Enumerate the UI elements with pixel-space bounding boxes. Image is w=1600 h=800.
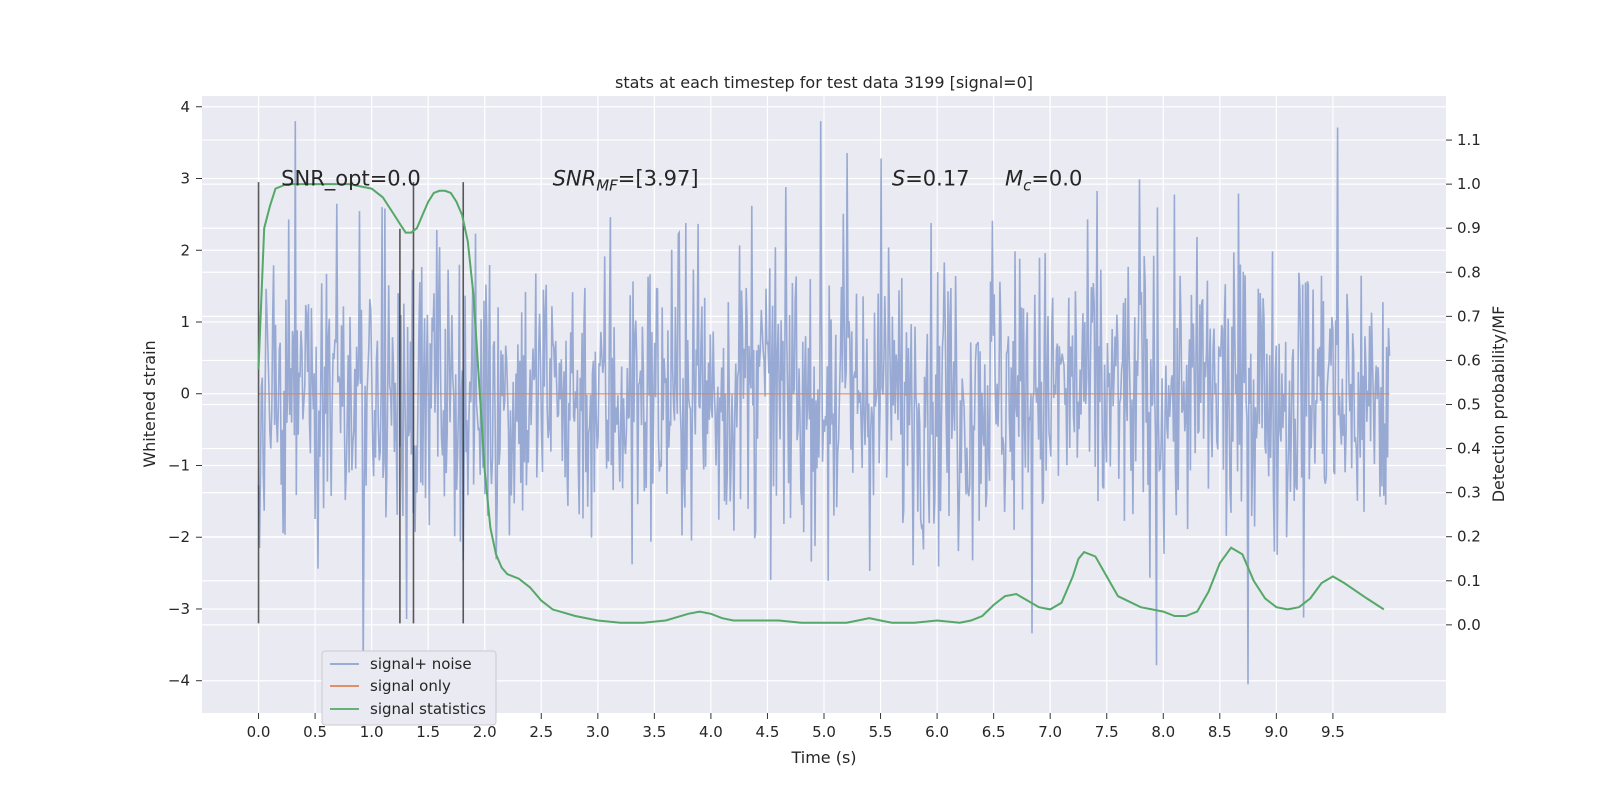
legend-label-stats: signal statistics xyxy=(370,700,486,718)
y2-tick-label: 0.5 xyxy=(1457,396,1481,414)
y-tick-label: −4 xyxy=(168,672,190,690)
x-tick-label: 8.0 xyxy=(1151,723,1175,741)
x-tick-label: 4.5 xyxy=(756,723,780,741)
y2-tick-label: 0.2 xyxy=(1457,528,1481,546)
x-tick-label: 0.0 xyxy=(247,723,271,741)
x-tick-label: 6.0 xyxy=(925,723,949,741)
y2-tick-label: 1.1 xyxy=(1457,131,1481,149)
signal-noise-series xyxy=(257,121,1391,685)
y2-tick-label: 0.6 xyxy=(1457,351,1481,369)
annotation-label: Mc=0.0 xyxy=(1005,167,1082,195)
annotations: SNR_opt=0.0 SNRMF=[3.97] S=0.17 Mc=0.0 xyxy=(281,167,1082,195)
y-tick-label: 4 xyxy=(180,98,190,116)
annotation-label: SNRMF=[3.97] xyxy=(553,167,699,195)
signal-statistics-line xyxy=(257,183,1385,624)
x-tick-label: 4.0 xyxy=(699,723,723,741)
y-tick-label: −1 xyxy=(168,456,190,474)
y2-tick-label: 0.4 xyxy=(1457,440,1481,458)
y-tick-label: −2 xyxy=(168,528,190,546)
x-tick-label: 3.5 xyxy=(642,723,666,741)
y-tick-label: 3 xyxy=(180,170,190,188)
axis-ticks: 0.0 0.5 1.0 1.5 2.0 2.5 3.0 3.5 4.0 4.5 5.0 5.5 6.0 6… xyxy=(168,98,1481,741)
x-tick-label: 8.5 xyxy=(1208,723,1232,741)
y-tick-label: 1 xyxy=(180,313,190,331)
y2-tick-label: 0.7 xyxy=(1457,307,1481,325)
y2-tick-label: 0.0 xyxy=(1457,616,1481,634)
x-tick-label: 1.0 xyxy=(360,723,384,741)
y2-axis-label: Detection probability/MF xyxy=(1489,306,1508,503)
legend-label-signal: signal only xyxy=(370,677,451,695)
chart-title: stats at each timestep for test data 319… xyxy=(615,73,1033,92)
y-tick-label: 2 xyxy=(180,241,190,259)
y-tick-label: 0 xyxy=(180,385,190,403)
annotation-label: SNR_opt=0.0 xyxy=(281,167,421,192)
x-tick-label: 2.5 xyxy=(529,723,553,741)
legend: signal+ noise signal only signal statist… xyxy=(321,650,497,726)
x-tick-label: 5.5 xyxy=(869,723,893,741)
x-tick-label: 7.0 xyxy=(1038,723,1062,741)
annotation-label: S=0.17 xyxy=(892,167,970,191)
y2-tick-label: 0.8 xyxy=(1457,263,1481,281)
x-axis-label: Time (s) xyxy=(790,748,856,767)
y2-tick-label: 1.0 xyxy=(1457,175,1481,193)
x-tick-label: 7.5 xyxy=(1095,723,1119,741)
x-tick-label: 2.0 xyxy=(473,723,497,741)
vertical-markers xyxy=(257,182,465,624)
x-tick-label: 1.5 xyxy=(416,723,440,741)
x-tick-label: 9.0 xyxy=(1264,723,1288,741)
signal-statistics-series xyxy=(257,183,1385,624)
y-tick-label: −3 xyxy=(168,600,190,618)
x-tick-label: 9.5 xyxy=(1321,723,1345,741)
y2-tick-label: 0.9 xyxy=(1457,219,1481,237)
x-tick-label: 0.5 xyxy=(303,723,327,741)
legend-box xyxy=(321,650,497,726)
legend-label-noise: signal+ noise xyxy=(370,655,472,673)
y2-tick-label: 0.1 xyxy=(1457,572,1481,590)
y-axis-label: Whitened strain xyxy=(140,340,159,467)
signal-noise-line xyxy=(257,121,1391,685)
x-tick-label: 5.0 xyxy=(812,723,836,741)
x-tick-label: 3.0 xyxy=(586,723,610,741)
x-tick-label: 6.5 xyxy=(982,723,1006,741)
y2-tick-label: 0.3 xyxy=(1457,484,1481,502)
